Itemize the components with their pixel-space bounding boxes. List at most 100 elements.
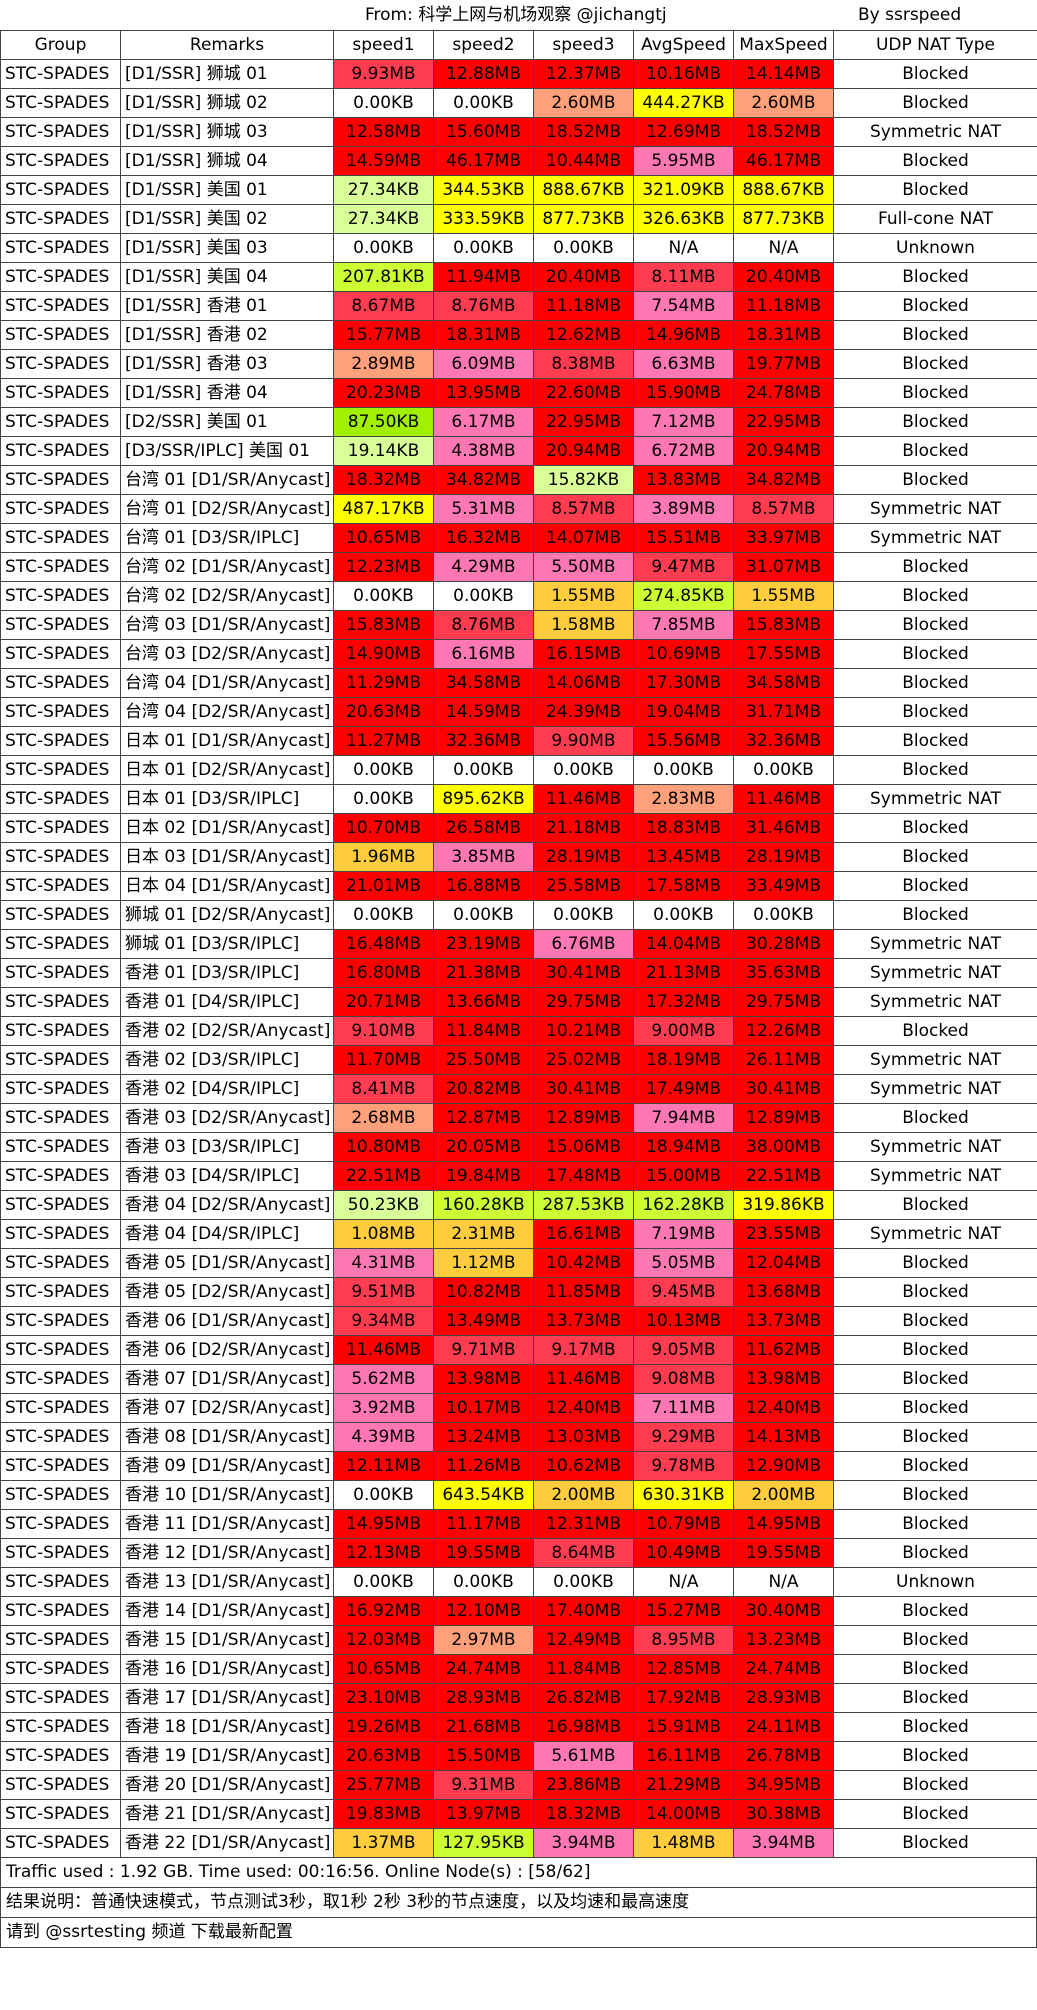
cell-speed3: 22.95MB [533, 407, 634, 437]
cell-maxspeed: 11.46MB [733, 784, 834, 814]
cell-speed2: 0.00KB [433, 233, 534, 263]
cell-avgspeed: 0.00KB [633, 755, 734, 785]
cell-udp-nat-type: Blocked [833, 1509, 1037, 1539]
cell-speed3: 17.48MB [533, 1161, 634, 1191]
table-row: STC-SPADES 香港 15 [D1/SR/Anycast] 12.03MB 2.… [0, 1625, 1037, 1655]
cell-speed1: 1.08MB [333, 1219, 434, 1249]
cell-speed1: 19.14KB [333, 436, 434, 466]
cell-speed3: 12.37MB [533, 59, 634, 89]
cell-udp-nat-type: Symmetric NAT [833, 117, 1037, 147]
cell-maxspeed: 34.95MB [733, 1770, 834, 1800]
cell-speed3: 888.67KB [533, 175, 634, 205]
cell-speed1: 11.70MB [333, 1045, 434, 1075]
cell-maxspeed: 319.86KB [733, 1190, 834, 1220]
table-row: STC-SPADES [D1/SSR] 美国 04 207.81KB 11.94MB 2… [0, 262, 1037, 292]
table-row: STC-SPADES 香港 14 [D1/SR/Anycast] 16.92MB 12… [0, 1596, 1037, 1626]
table-row: STC-SPADES 香港 07 [D1/SR/Anycast] 5.62MB 13.… [0, 1364, 1037, 1394]
cell-maxspeed: 26.11MB [733, 1045, 834, 1075]
cell-remarks: 香港 05 [D2/SR/Anycast] [120, 1277, 334, 1307]
cell-maxspeed: 1.55MB [733, 581, 834, 611]
cell-speed2: 12.87MB [433, 1103, 534, 1133]
cell-remarks: [D1/SSR] 香港 01 [120, 291, 334, 321]
cell-avgspeed: 12.85MB [633, 1654, 734, 1684]
table-row: STC-SPADES [D1/SSR] 狮城 03 12.58MB 15.60MB 18… [0, 117, 1037, 147]
cell-udp-nat-type: Unknown [833, 1567, 1037, 1597]
cell-maxspeed: 30.38MB [733, 1799, 834, 1829]
cell-group: STC-SPADES [0, 610, 121, 640]
cell-speed1: 9.10MB [333, 1016, 434, 1046]
cell-speed2: 3.85MB [433, 842, 534, 872]
cell-udp-nat-type: Blocked [833, 697, 1037, 727]
cell-remarks: 日本 04 [D1/SR/Anycast] [120, 871, 334, 901]
cell-group: STC-SPADES [0, 1364, 121, 1394]
table-row: STC-SPADES 香港 02 [D3/SR/IPLC] 11.70MB 25.50… [0, 1045, 1037, 1075]
cell-speed1: 487.17KB [333, 494, 434, 524]
table-row: STC-SPADES 台湾 02 [D2/SR/Anycast] 0.00KB 0.0… [0, 581, 1037, 611]
cell-maxspeed: 32.36MB [733, 726, 834, 756]
cell-udp-nat-type: Symmetric NAT [833, 1045, 1037, 1075]
table-row: STC-SPADES 台湾 02 [D1/SR/Anycast] 12.23MB 4.… [0, 552, 1037, 582]
cell-maxspeed: 11.18MB [733, 291, 834, 321]
table-row: STC-SPADES [D1/SSR] 美国 03 0.00KB 0.00KB 0.00… [0, 233, 1037, 263]
speed-test-sheet: From: 科学上网与机场观察 @jichangtj By ssrspeed G… [0, 5, 1037, 1948]
cell-speed2: 9.31MB [433, 1770, 534, 1800]
cell-avgspeed: 321.09KB [633, 175, 734, 205]
cell-group: STC-SPADES [0, 146, 121, 176]
cell-speed3: 30.41MB [533, 958, 634, 988]
cell-group: STC-SPADES [0, 1741, 121, 1771]
cell-speed2: 13.97MB [433, 1799, 534, 1829]
cell-speed1: 2.68MB [333, 1103, 434, 1133]
cell-maxspeed: 13.73MB [733, 1306, 834, 1336]
cell-remarks: 狮城 01 [D2/SR/Anycast] [120, 900, 334, 930]
cell-group: STC-SPADES [0, 1654, 121, 1684]
cell-speed3: 16.61MB [533, 1219, 634, 1249]
cell-remarks: 香港 04 [D2/SR/Anycast] [120, 1190, 334, 1220]
cell-avgspeed: 18.19MB [633, 1045, 734, 1075]
results-table: Group Remarks speed1 speed2 speed3 AvgSpeed Ma… [0, 30, 1037, 1858]
column-header-group: Group [0, 30, 121, 60]
cell-maxspeed: 17.55MB [733, 639, 834, 669]
cell-speed1: 0.00KB [333, 784, 434, 814]
cell-maxspeed: N/A [733, 1567, 834, 1597]
by-caption: By ssrspeed [858, 5, 962, 25]
cell-speed2: 13.95MB [433, 378, 534, 408]
cell-remarks: 日本 01 [D2/SR/Anycast] [120, 755, 334, 785]
cell-maxspeed: 18.52MB [733, 117, 834, 147]
table-row: STC-SPADES 香港 16 [D1/SR/Anycast] 10.65MB 24… [0, 1654, 1037, 1684]
cell-speed1: 87.50KB [333, 407, 434, 437]
table-row: STC-SPADES 香港 10 [D1/SR/Anycast] 0.00KB 643… [0, 1480, 1037, 1510]
cell-group: STC-SPADES [0, 639, 121, 669]
cell-maxspeed: 0.00KB [733, 755, 834, 785]
cell-speed3: 11.46MB [533, 1364, 634, 1394]
cell-speed3: 13.73MB [533, 1306, 634, 1336]
cell-speed2: 0.00KB [433, 581, 534, 611]
cell-udp-nat-type: Blocked [833, 175, 1037, 205]
cell-speed3: 15.06MB [533, 1132, 634, 1162]
cell-speed2: 2.97MB [433, 1625, 534, 1655]
cell-speed2: 344.53KB [433, 175, 534, 205]
cell-group: STC-SPADES [0, 523, 121, 553]
cell-maxspeed: 35.63MB [733, 958, 834, 988]
cell-group: STC-SPADES [0, 1451, 121, 1481]
cell-speed2: 11.84MB [433, 1016, 534, 1046]
cell-maxspeed: 31.46MB [733, 813, 834, 843]
cell-udp-nat-type: Blocked [833, 1770, 1037, 1800]
cell-avgspeed: 17.30MB [633, 668, 734, 698]
cell-udp-nat-type: Blocked [833, 581, 1037, 611]
table-row: STC-SPADES 香港 18 [D1/SR/Anycast] 19.26MB 21… [0, 1712, 1037, 1742]
cell-avgspeed: 7.19MB [633, 1219, 734, 1249]
cell-udp-nat-type: Blocked [833, 1248, 1037, 1278]
cell-avgspeed: 6.63MB [633, 349, 734, 379]
cell-group: STC-SPADES [0, 929, 121, 959]
cell-avgspeed: 18.83MB [633, 813, 734, 843]
column-header-speed2: speed2 [433, 30, 534, 60]
cell-avgspeed: 7.94MB [633, 1103, 734, 1133]
cell-group: STC-SPADES [0, 668, 121, 698]
table-row: STC-SPADES 香港 01 [D4/SR/IPLC] 20.71MB 13.66… [0, 987, 1037, 1017]
cell-udp-nat-type: Blocked [833, 320, 1037, 350]
table-row: STC-SPADES 香港 19 [D1/SR/Anycast] 20.63MB 15… [0, 1741, 1037, 1771]
cell-speed2: 15.60MB [433, 117, 534, 147]
cell-udp-nat-type: Blocked [833, 1306, 1037, 1336]
cell-speed3: 12.89MB [533, 1103, 634, 1133]
cell-avgspeed: 15.90MB [633, 378, 734, 408]
